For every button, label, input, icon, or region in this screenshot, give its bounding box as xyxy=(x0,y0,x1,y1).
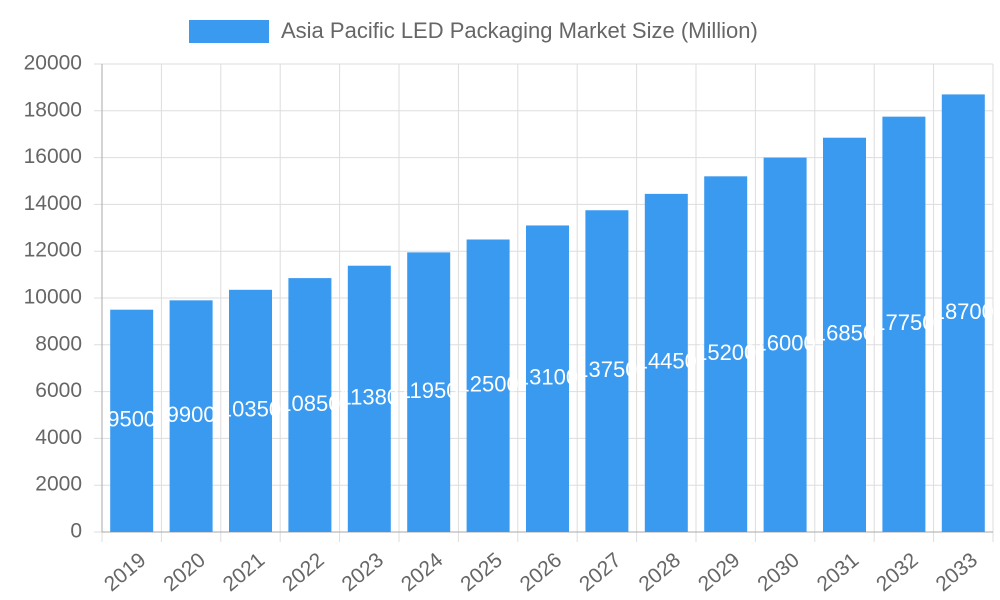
data-label: 12500 xyxy=(458,372,519,397)
x-tick-label: 2028 xyxy=(635,548,686,596)
bar xyxy=(407,252,451,532)
data-label: 13100 xyxy=(517,365,578,390)
bar xyxy=(169,300,213,532)
y-tick-label: 6000 xyxy=(35,379,82,402)
y-tick-label: 16000 xyxy=(24,145,82,168)
y-tick-label: 18000 xyxy=(24,98,82,121)
bar xyxy=(585,210,629,532)
data-label: 13750 xyxy=(576,357,637,382)
bar xyxy=(823,137,866,532)
x-tick-label: 2019 xyxy=(100,548,151,596)
x-tick-label: 2021 xyxy=(219,548,270,596)
bar xyxy=(882,116,926,533)
x-tick-label: 2024 xyxy=(397,548,448,596)
data-label: 11380 xyxy=(340,385,400,410)
bar xyxy=(941,94,985,533)
bar xyxy=(644,193,688,532)
data-label: 15200 xyxy=(695,340,756,365)
data-label: 10350 xyxy=(220,397,281,422)
x-tick-label: 2031 xyxy=(813,548,864,596)
data-label: 16000 xyxy=(755,331,816,356)
legend-label: Asia Pacific LED Packaging Market Size (… xyxy=(281,18,758,43)
bar xyxy=(110,309,154,532)
bar xyxy=(229,289,272,532)
x-tick-label: 2023 xyxy=(338,548,389,596)
x-tick-label: 2033 xyxy=(932,548,983,596)
x-tick-label: 2029 xyxy=(694,548,745,596)
y-tick-label: 14000 xyxy=(24,192,82,215)
bar xyxy=(704,176,748,532)
data-label: 11950 xyxy=(399,378,459,403)
bar xyxy=(288,278,332,532)
y-tick-label: 12000 xyxy=(24,239,82,262)
data-label: 9900 xyxy=(167,402,216,427)
bar xyxy=(526,225,569,532)
x-tick-label: 2020 xyxy=(159,548,210,596)
y-tick-label: 2000 xyxy=(35,473,82,496)
x-tick-label: 2022 xyxy=(278,548,329,596)
y-tick-label: 4000 xyxy=(35,426,82,449)
data-label: 10850 xyxy=(279,391,340,416)
x-tick-label: 2032 xyxy=(872,548,923,596)
data-label: 18700 xyxy=(933,299,994,324)
bar xyxy=(763,157,807,532)
bar xyxy=(466,239,510,532)
legend-swatch xyxy=(189,20,269,43)
x-tick-label: 2030 xyxy=(753,548,804,596)
data-label: 14450 xyxy=(636,349,697,374)
x-tick-label: 2027 xyxy=(575,548,626,596)
y-tick-label: 0 xyxy=(70,520,82,543)
data-label: 16850 xyxy=(814,321,875,346)
y-tick-label: 8000 xyxy=(35,332,82,355)
y-tick-label: 20000 xyxy=(24,52,82,75)
data-label: 9500 xyxy=(107,407,156,432)
x-tick-label: 2026 xyxy=(516,548,567,596)
data-label: 17750 xyxy=(873,310,934,335)
x-tick-label: 2025 xyxy=(456,548,507,596)
bar xyxy=(347,265,391,532)
y-tick-label: 10000 xyxy=(24,286,82,309)
